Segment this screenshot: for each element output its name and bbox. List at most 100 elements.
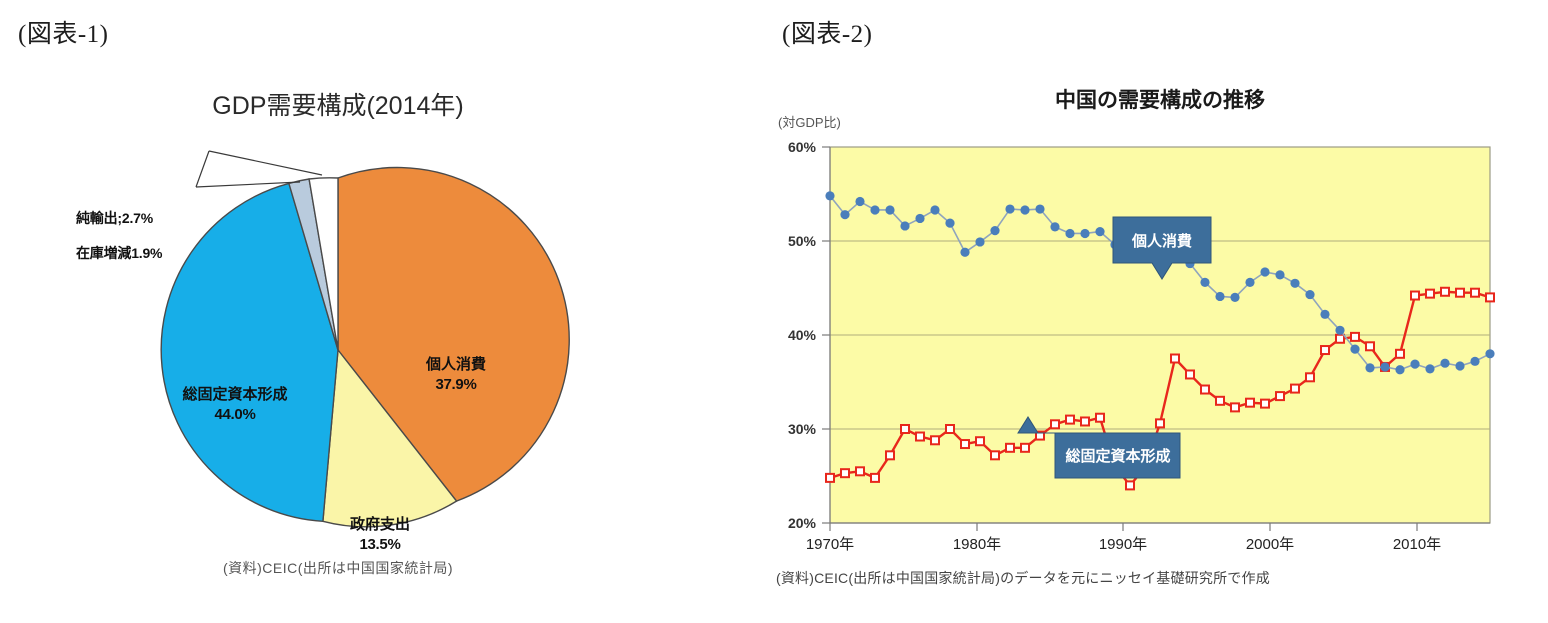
data-point-marker [1035,430,1045,441]
figure-2-caption: (図表-2) [782,21,873,48]
pie-label-personal-consumption-name: 個人消費 [425,356,486,373]
pie-label-personal-consumption-value: 37.9% [435,376,477,394]
data-point-marker [1425,288,1435,299]
data-point-marker [885,205,895,215]
data-point-marker [1245,397,1255,408]
data-point-marker [1230,402,1240,413]
pie-chart-title: GDP需要構成(2014年) [212,92,464,120]
pie-slice-personal-consumption [337,166,570,502]
data-point-marker [1170,353,1180,364]
data-point-marker [930,435,940,446]
y-tick-60: 60% [788,139,817,155]
callout-gross-capital-formation: 総固定資本形成 [1017,416,1181,479]
data-point-marker [915,213,925,224]
data-point-marker [1380,362,1390,372]
line-chart-source: (資料)CEIC(出所は中国国家統計局)のデータを元にニッセイ基礎研究所で作成 [776,570,1270,586]
data-point-marker [1305,372,1315,383]
data-point-marker [1245,277,1255,287]
pie-label-government-spending-name: 政府支出 [349,516,410,533]
leader-line-joint [195,150,210,188]
pie-label-gross-capital-formation: 総固定資本形成 44.0% [160,385,310,426]
data-point-marker [1455,361,1465,371]
y-tick-20: 20% [788,515,817,531]
callout-gross-capital-formation-text: 総固定資本形成 [1065,447,1170,465]
data-point-marker [1065,228,1075,239]
data-point-marker [1065,414,1075,425]
pie-chart-source: (資料)CEIC(出所は中国国家統計局) [222,560,454,576]
data-point-marker [1230,292,1240,302]
data-point-marker [1275,270,1285,280]
data-point-marker [870,205,880,215]
data-point-marker [1455,287,1465,298]
data-point-marker [1200,277,1210,287]
data-point-marker [1185,369,1195,380]
data-point-marker [1125,480,1135,491]
data-point-marker [1275,391,1285,402]
pie-label-personal-consumption: 個人消費 37.9% [396,355,516,396]
data-point-marker [1335,325,1345,335]
data-point-marker [1305,289,1315,300]
y-axis-unit-label: (対GDP比) [778,115,841,130]
line-chart-graphic: 60% 50% 40% 30% 20% 1970年 1980年 1990年 20… [788,139,1495,553]
data-point-marker [1395,348,1405,359]
data-point-marker [1320,309,1330,319]
data-point-marker [1050,419,1060,430]
pie-label-gross-capital-formation-name: 総固定資本形成 [182,386,288,403]
x-axis: 1970年 1980年 1990年 2000年 2010年 [806,522,1490,553]
data-point-marker [1485,349,1495,359]
data-point-marker [840,468,850,479]
data-point-marker [1260,398,1270,409]
data-point-marker [900,221,910,231]
data-point-marker [1005,204,1015,214]
data-point-marker [1395,365,1405,375]
data-point-marker [1095,227,1105,237]
y-tick-30: 30% [788,421,817,437]
data-point-marker [1290,383,1300,394]
data-point-marker [825,191,835,201]
x-tick-1990: 1990年 [1099,536,1147,553]
data-point-marker [1410,290,1420,301]
data-point-marker [1215,291,1225,302]
data-point-marker [1470,287,1480,298]
pie-label-gross-capital-formation-value: 44.0% [214,406,256,424]
series-gross-capital-formation [825,286,1495,491]
pie-chart-graphic [160,150,570,528]
demand-composition-trend-panel: 中国の需要構成の推移 (対GDP比) 60% 50% 40% 30% 20% [770,60,1548,620]
data-point-marker [900,424,910,434]
data-point-marker [1425,364,1435,374]
pie-label-net-exports: 純輸出;2.7% [76,210,153,226]
figure-1-caption: (図表-1) [18,21,109,48]
x-tick-2010: 2010年 [1393,536,1441,553]
data-point-marker [1440,286,1450,297]
data-point-marker [1365,363,1375,373]
data-point-marker [1080,416,1090,427]
line-chart-title: 中国の需要構成の推移 [1055,89,1265,112]
data-point-marker [1335,333,1345,344]
pie-label-inventory-change: 在庫増減1.9% [76,245,163,261]
data-point-marker [825,472,835,483]
data-point-marker [990,226,1000,236]
pie-label-government-spending-value: 13.5% [359,536,401,554]
callout-personal-consumption-text: 個人消費 [1131,232,1192,250]
data-point-marker [1350,344,1360,354]
data-point-marker [975,436,985,447]
data-point-marker [1200,384,1210,395]
y-tick-40: 40% [788,327,817,343]
leader-line-net-exports [208,150,323,176]
data-point-marker [1365,341,1375,352]
data-point-marker [1260,267,1270,277]
data-point-marker [1095,412,1105,423]
data-point-marker [885,450,895,461]
x-tick-1970: 1970年 [806,536,854,553]
data-point-marker [975,237,985,247]
data-point-marker [915,431,925,442]
data-point-marker [840,210,850,220]
data-point-marker [1050,222,1060,232]
data-point-marker [855,466,865,477]
data-point-marker [945,218,955,228]
data-point-marker [1350,331,1360,342]
pie-slice-net-exports [308,177,339,351]
x-tick-2000: 2000年 [1246,536,1294,553]
leader-line-inventory-change [195,181,301,188]
data-point-marker [870,472,880,483]
